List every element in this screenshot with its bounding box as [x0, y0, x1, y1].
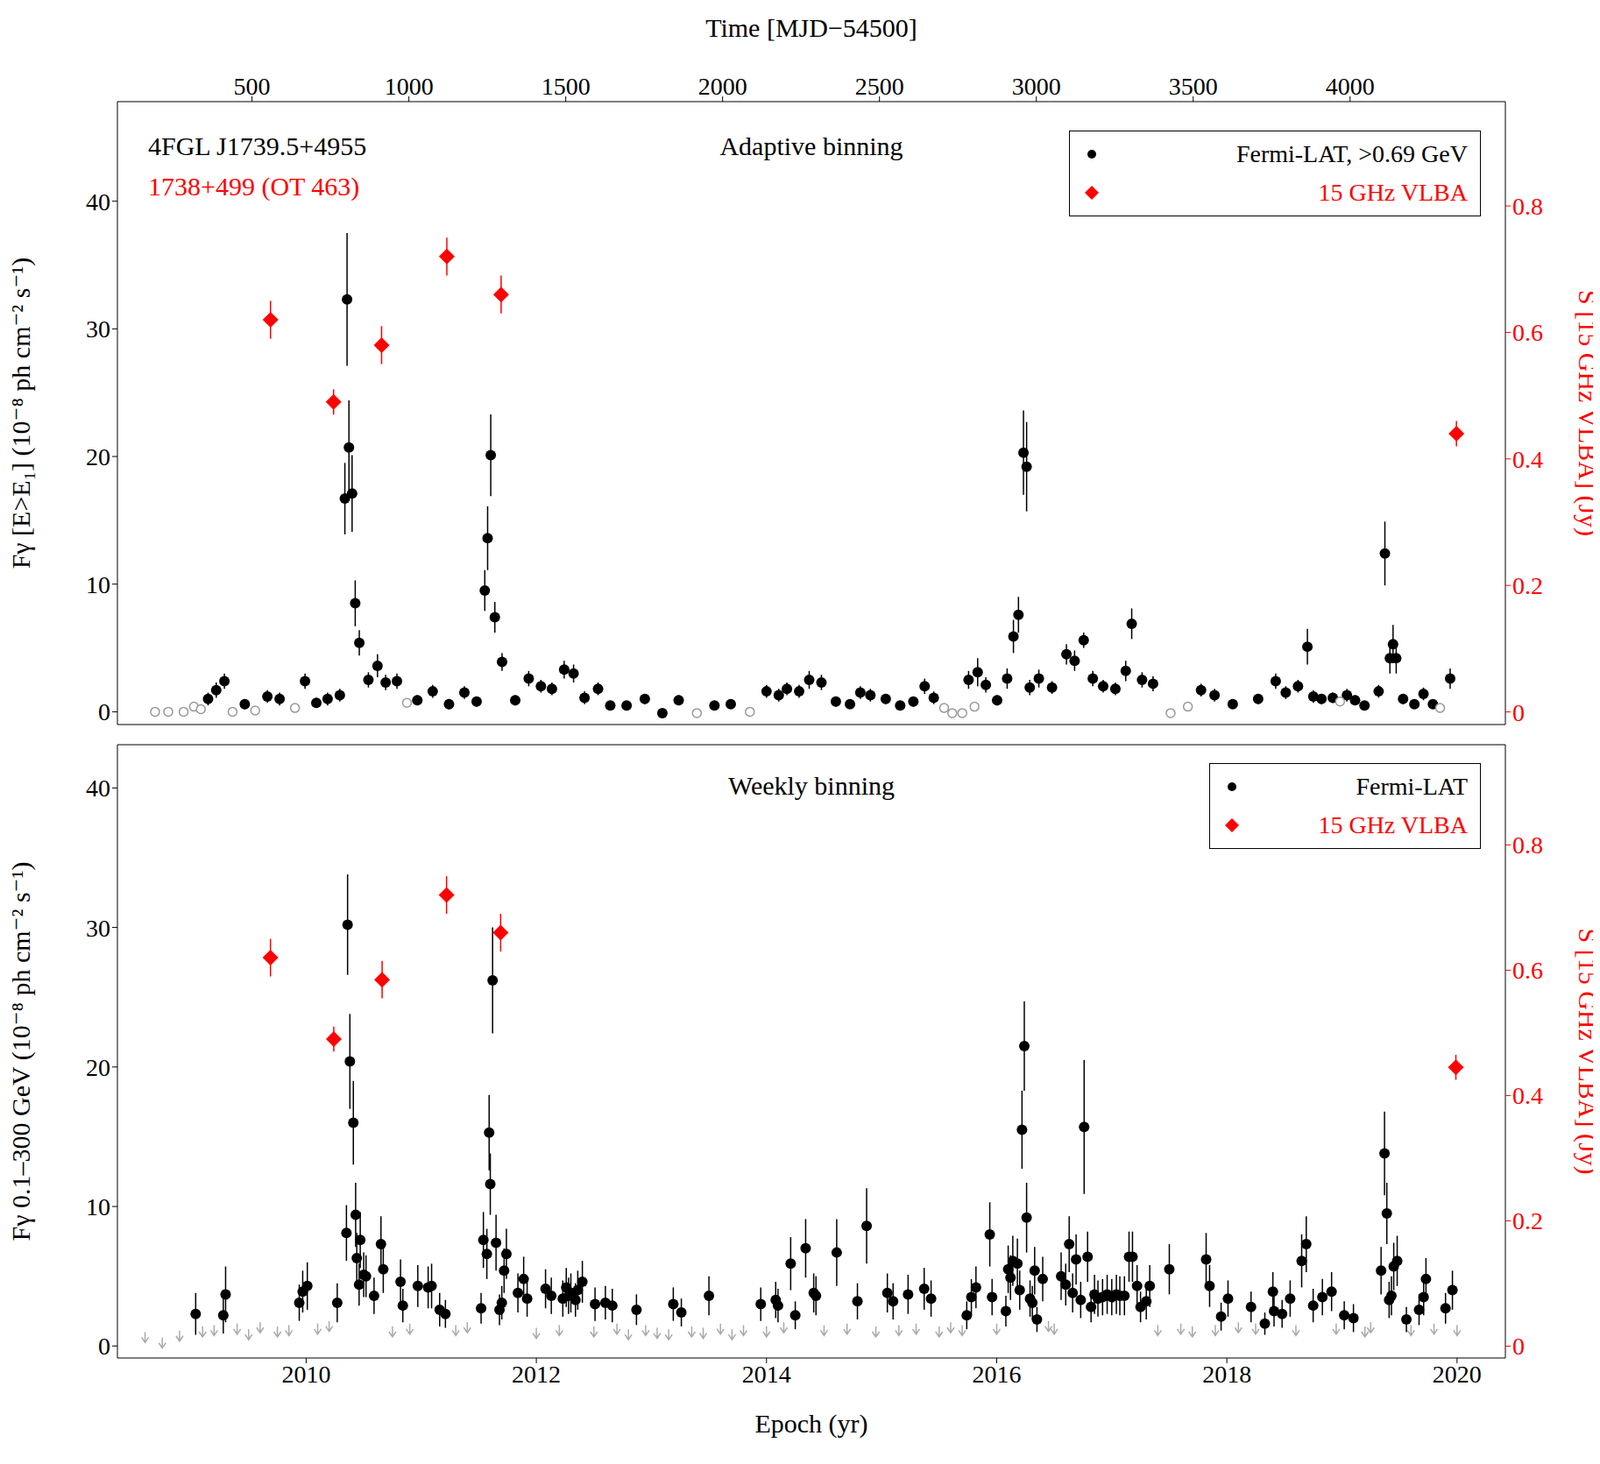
svg-text:Epoch (yr): Epoch (yr)	[754, 1408, 868, 1439]
svg-text:2018: 2018	[1202, 1360, 1252, 1388]
svg-text:0: 0	[98, 698, 111, 726]
svg-text:10: 10	[85, 571, 111, 599]
svg-text:3000: 3000	[1012, 72, 1062, 100]
html-text:15 GHz VLBA: 15 GHz VLBA	[1318, 811, 1468, 839]
svg-text:0.8: 0.8	[1512, 831, 1544, 859]
html-text:Fermi-LAT, >0.69 GeV: Fermi-LAT, >0.69 GeV	[1236, 140, 1468, 168]
svg-text:30: 30	[85, 914, 111, 942]
svg-text:40: 40	[85, 774, 111, 802]
svg-text:2500: 2500	[855, 72, 905, 100]
svg-text:0: 0	[1512, 1332, 1525, 1360]
svg-text:2014: 2014	[742, 1360, 792, 1388]
html-text:Adaptive binning: Adaptive binning	[719, 131, 904, 161]
svg-text:Time [MJD−54500]: Time [MJD−54500]	[705, 13, 918, 43]
svg-text:2000: 2000	[698, 72, 748, 100]
html-text:Weekly binning: Weekly binning	[728, 771, 895, 800]
svg-text:20: 20	[85, 443, 111, 471]
svg-text:1500: 1500	[541, 72, 591, 100]
html-text:4FGL J1739.5+4955: 4FGL J1739.5+4955	[148, 131, 367, 161]
svg-text:0.2: 0.2	[1512, 572, 1544, 600]
html-text:15 GHz VLBA: 15 GHz VLBA	[1318, 178, 1468, 206]
svg-text:0.8: 0.8	[1512, 192, 1544, 220]
svg-text:10: 10	[85, 1193, 111, 1221]
svg-text:0: 0	[1512, 699, 1525, 727]
svg-text:Fγ [E>E₁] (10⁻⁸ ph cm⁻² s⁻¹): Fγ [E>E₁] (10⁻⁸ ph cm⁻² s⁻¹)	[7, 257, 36, 570]
svg-text:20: 20	[85, 1054, 111, 1082]
svg-text:30: 30	[85, 315, 111, 343]
svg-text:3500: 3500	[1168, 72, 1218, 100]
svg-text:S [15 GHz VLBA] (Jy): S [15 GHz VLBA] (Jy)	[1572, 290, 1593, 537]
svg-text:1000: 1000	[384, 72, 434, 100]
svg-text:2010: 2010	[281, 1360, 331, 1388]
svg-text:2020: 2020	[1432, 1360, 1482, 1388]
svg-text:2012: 2012	[511, 1360, 561, 1388]
svg-text:0.2: 0.2	[1512, 1207, 1544, 1235]
svg-text:0.6: 0.6	[1512, 956, 1544, 985]
svg-text:4000: 4000	[1325, 72, 1375, 100]
svg-text:40: 40	[85, 188, 111, 216]
svg-text:S [15 GHz VLBA] (Jy): S [15 GHz VLBA] (Jy)	[1572, 927, 1593, 1175]
svg-text:0.6: 0.6	[1512, 318, 1544, 347]
svg-text:0.4: 0.4	[1512, 446, 1544, 474]
html-text:1738+499 (OT 463): 1738+499 (OT 463)	[148, 171, 360, 201]
svg-text:0.4: 0.4	[1512, 1082, 1544, 1110]
svg-text:Fγ 0.1–300 GeV (10⁻⁸ ph cm⁻² s: Fγ 0.1–300 GeV (10⁻⁸ ph cm⁻² s⁻¹)	[7, 862, 36, 1242]
svg-text:2016: 2016	[971, 1360, 1021, 1388]
html-text:Fermi-LAT: Fermi-LAT	[1355, 772, 1468, 800]
svg-text:0: 0	[98, 1332, 111, 1360]
svg-text:500: 500	[233, 72, 271, 100]
